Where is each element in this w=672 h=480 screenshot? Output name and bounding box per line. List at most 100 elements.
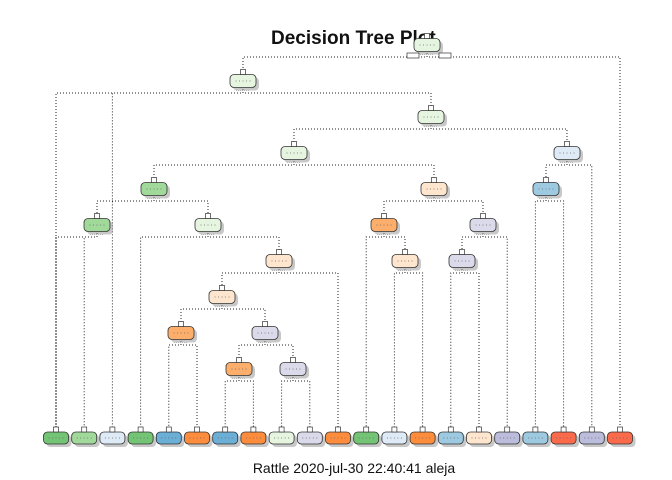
node-text-mark <box>559 152 561 154</box>
node-number-tab <box>262 321 268 327</box>
node-text-mark <box>246 80 247 82</box>
node-text-mark <box>390 437 392 439</box>
root-right-branch-box <box>438 52 452 59</box>
tree-edge <box>461 233 484 253</box>
node-number-tab <box>447 426 454 433</box>
node-text-mark <box>299 368 301 370</box>
node-text-mark <box>471 437 473 439</box>
node-text-mark <box>429 437 431 439</box>
node-number-tab <box>543 177 549 183</box>
node-text-mark <box>292 368 294 370</box>
split-node <box>208 285 238 307</box>
node-text-mark <box>468 260 470 262</box>
node-text-mark <box>245 437 247 439</box>
node-text-mark <box>224 437 226 439</box>
node-text-mark <box>239 80 240 82</box>
node-text-mark <box>293 152 295 154</box>
node-text-mark <box>271 260 273 262</box>
node-text-mark <box>136 437 138 439</box>
node-text-mark <box>591 437 593 439</box>
node-text-mark <box>570 437 572 439</box>
node-text-mark <box>616 437 617 439</box>
split-node <box>420 177 450 199</box>
leaf-node <box>437 426 467 447</box>
tree-edge <box>433 197 484 217</box>
leaf-node <box>578 426 608 447</box>
node-text-mark <box>334 437 335 439</box>
node-text-mark <box>397 437 399 439</box>
node-text-mark <box>433 44 435 46</box>
node-text-mark <box>96 224 98 226</box>
node-text-mark <box>171 437 173 439</box>
leaf-node <box>184 426 213 447</box>
node-text-mark <box>556 437 558 439</box>
node-text-mark <box>48 437 50 439</box>
node-text-mark <box>153 188 155 190</box>
node-text-mark <box>566 437 568 439</box>
node-text-mark <box>430 44 431 46</box>
node-text-mark <box>189 437 191 439</box>
node-text-mark <box>235 80 237 82</box>
node-text-mark <box>584 437 586 439</box>
node-text-mark <box>465 260 466 262</box>
node-text-mark <box>284 437 286 439</box>
node-text-mark <box>256 437 258 439</box>
tree-edge <box>482 233 508 430</box>
node-text-mark <box>549 188 550 190</box>
split-node <box>413 33 443 55</box>
leaf-node <box>240 426 269 447</box>
node-number-tab <box>564 141 570 147</box>
node-text-mark <box>104 437 106 439</box>
node-number-tab <box>459 249 465 255</box>
node-text-mark <box>454 260 456 262</box>
node-text-mark <box>541 437 543 439</box>
node-text-mark <box>221 437 223 439</box>
tree-edge <box>281 377 294 430</box>
split-node <box>391 249 421 271</box>
node-text-mark <box>80 437 82 439</box>
leaf-node <box>268 426 298 447</box>
node-layer <box>43 33 636 447</box>
node-text-mark <box>538 188 540 190</box>
node-number-tab <box>402 249 408 255</box>
node-text-mark <box>228 296 230 298</box>
node-text-mark <box>538 437 540 439</box>
node-text-mark <box>83 437 85 439</box>
leaf-node <box>522 426 551 447</box>
node-text-mark <box>341 437 342 439</box>
node-text-mark <box>115 437 117 439</box>
leaf-node <box>71 426 100 447</box>
tree-edge <box>545 161 568 181</box>
node-text-mark <box>157 188 158 190</box>
node-text-mark <box>200 224 202 226</box>
split-node <box>417 105 447 127</box>
node-text-mark <box>422 437 424 439</box>
node-number-tab <box>306 426 313 433</box>
node-text-mark <box>531 437 533 439</box>
node-text-mark <box>453 437 455 439</box>
tree-edge <box>278 269 339 430</box>
node-text-mark <box>393 437 395 439</box>
node-text-mark <box>475 224 477 226</box>
node-number-tab <box>222 426 229 433</box>
node-text-mark <box>563 152 564 154</box>
node-text-mark <box>426 188 428 190</box>
node-text-mark <box>552 188 554 190</box>
split-node <box>553 141 583 163</box>
node-text-mark <box>100 224 101 226</box>
node-text-mark <box>238 368 240 370</box>
node-text-mark <box>457 437 459 439</box>
node-text-mark <box>161 437 163 439</box>
leaf-node <box>296 426 326 447</box>
node-number-tab <box>151 177 157 183</box>
node-text-mark <box>443 437 445 439</box>
split-node <box>279 357 309 379</box>
node-text-mark <box>570 152 571 154</box>
node-text-mark <box>612 437 614 439</box>
node-text-mark <box>383 224 385 226</box>
edge-layer <box>55 53 621 430</box>
leaf-node <box>409 426 439 447</box>
node-text-mark <box>503 437 505 439</box>
node-text-mark <box>594 437 596 439</box>
node-text-mark <box>372 437 374 439</box>
